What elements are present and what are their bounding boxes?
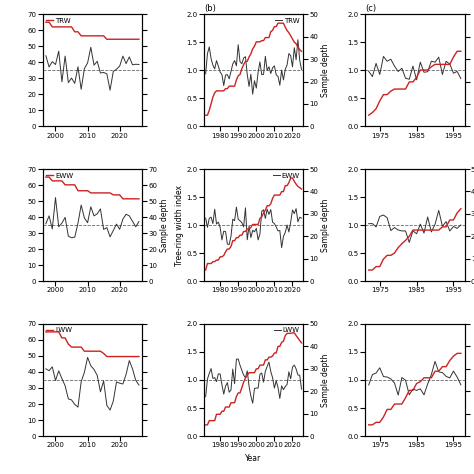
Legend: EWW: EWW (271, 171, 301, 180)
Legend: LWW: LWW (45, 326, 73, 335)
Legend: TRW: TRW (45, 16, 72, 25)
Y-axis label: Sample depth: Sample depth (160, 199, 169, 252)
Y-axis label: Tree-ring width index: Tree-ring width index (174, 185, 183, 265)
Legend: LWW: LWW (273, 326, 301, 335)
Legend: TRW: TRW (274, 16, 301, 25)
Text: (c): (c) (365, 4, 376, 13)
Y-axis label: Sample depth: Sample depth (321, 44, 330, 97)
Text: (b): (b) (204, 4, 216, 13)
X-axis label: Year: Year (246, 454, 262, 463)
Y-axis label: Sample depth: Sample depth (321, 353, 330, 407)
Y-axis label: Sample depth: Sample depth (321, 199, 330, 252)
Legend: EWW: EWW (45, 171, 75, 180)
